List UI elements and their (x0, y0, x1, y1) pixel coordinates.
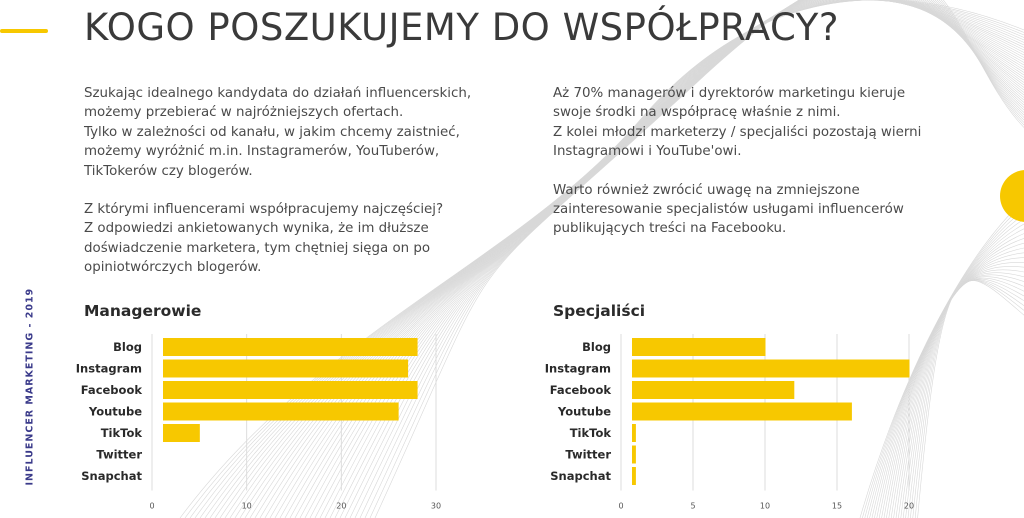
x-tick-label: 20 (336, 502, 346, 511)
x-tick-label: 5 (690, 502, 695, 511)
left-paragraph-2: Z którymi influencerami współpracujemy n… (84, 200, 504, 278)
right-paragraph-1: Aż 70% managerów i dyrektorów marketingu… (553, 84, 973, 162)
x-tick-label: 0 (149, 502, 154, 511)
x-tick-label: 30 (431, 502, 441, 511)
category-label: TikTok (570, 426, 612, 440)
x-tick-label: 0 (618, 502, 623, 511)
text-line: Warto również zwrócić uwagę na zmniejszo… (553, 182, 860, 198)
bar-snapchat (632, 467, 636, 485)
right-text-column: Aż 70% managerów i dyrektorów marketingu… (553, 84, 973, 258)
bar-blog (632, 338, 766, 356)
category-label: Instagram (76, 362, 142, 376)
text-line: TikTokerów czy blogerów. (84, 163, 253, 179)
chart-title-managerowie: Managerowie (84, 302, 202, 320)
category-label: Blog (113, 340, 142, 354)
text-line: Szukając idealnego kandydata do działań … (84, 86, 472, 101)
category-label: Snapchat (550, 469, 611, 483)
text-line: Z którymi influencerami współpracujemy n… (84, 202, 444, 218)
text-line: Instagramowi i YouTube'owi. (553, 144, 742, 160)
bar-facebook (632, 381, 795, 399)
category-label: Facebook (550, 383, 612, 397)
bar-tiktok (163, 424, 200, 442)
bar-tiktok (632, 424, 636, 442)
bar-twitter (632, 445, 636, 464)
page-title: KOGO POSZUKUJEMY DO WSPÓŁPRACY? (84, 6, 839, 49)
x-tick-label: 10 (242, 502, 252, 511)
left-text-column: Szukając idealnego kandydata do działań … (84, 84, 504, 297)
bar-youtube (163, 402, 399, 421)
category-label: Youtube (88, 405, 142, 419)
bar-blog (163, 338, 418, 356)
text-line: możemy wyróżnić m.in. Instagramerów, You… (84, 144, 440, 160)
category-label: Snapchat (81, 469, 142, 483)
left-paragraph-1: Szukając idealnego kandydata do działań … (84, 84, 504, 181)
category-label: Youtube (557, 405, 611, 419)
bar-chart-managerowie: 0 10 20 30 Blog Instagram Facebook Youtube TikTo… (76, 334, 441, 511)
accent-line (0, 29, 48, 33)
text-line: zainteresowanie specjalistów usługami in… (553, 202, 904, 218)
bar-instagram (163, 359, 409, 378)
bar-chart-specjalisci: 0 5 10 15 20 Blog Instagram Facebook Youtube TikT… (545, 334, 914, 511)
x-tick-label: 10 (760, 502, 770, 511)
category-label: Facebook (81, 383, 143, 397)
chart-title-specjalisci: Specjaliści (553, 302, 646, 320)
x-tick-label: 15 (832, 502, 842, 511)
text-line: publikujących treści na Facebooku. (553, 221, 787, 237)
text-line: opiniotwórczych blogerów. (84, 260, 262, 276)
category-label: TikTok (101, 426, 143, 440)
text-line: Z odpowiedzi ankietowanych wynika, że im… (84, 221, 429, 237)
category-label: Blog (582, 340, 611, 354)
text-line: Z kolei młodzi marketerzy / specjaliści … (553, 124, 922, 140)
text-line: możemy przebierać w najróżniejszych ofer… (84, 105, 404, 121)
category-label: Twitter (565, 448, 611, 462)
right-paragraph-2: Warto również zwrócić uwagę na zmniejszo… (553, 181, 973, 239)
x-tick-label: 20 (904, 502, 914, 511)
bar-youtube (632, 402, 852, 421)
text-line: doświadczenie marketera, tym chętniej si… (84, 240, 431, 256)
bar-instagram (632, 359, 910, 378)
category-label: Twitter (96, 448, 142, 462)
text-line: swoje środki na współpracę właśnie z nim… (553, 105, 841, 121)
text-line: Tylko w zależności od kanału, w jakim ch… (84, 124, 460, 140)
text-line: Aż 70% managerów i dyrektorów marketingu… (553, 86, 906, 101)
bar-facebook (163, 381, 418, 399)
category-label: Instagram (545, 362, 611, 376)
